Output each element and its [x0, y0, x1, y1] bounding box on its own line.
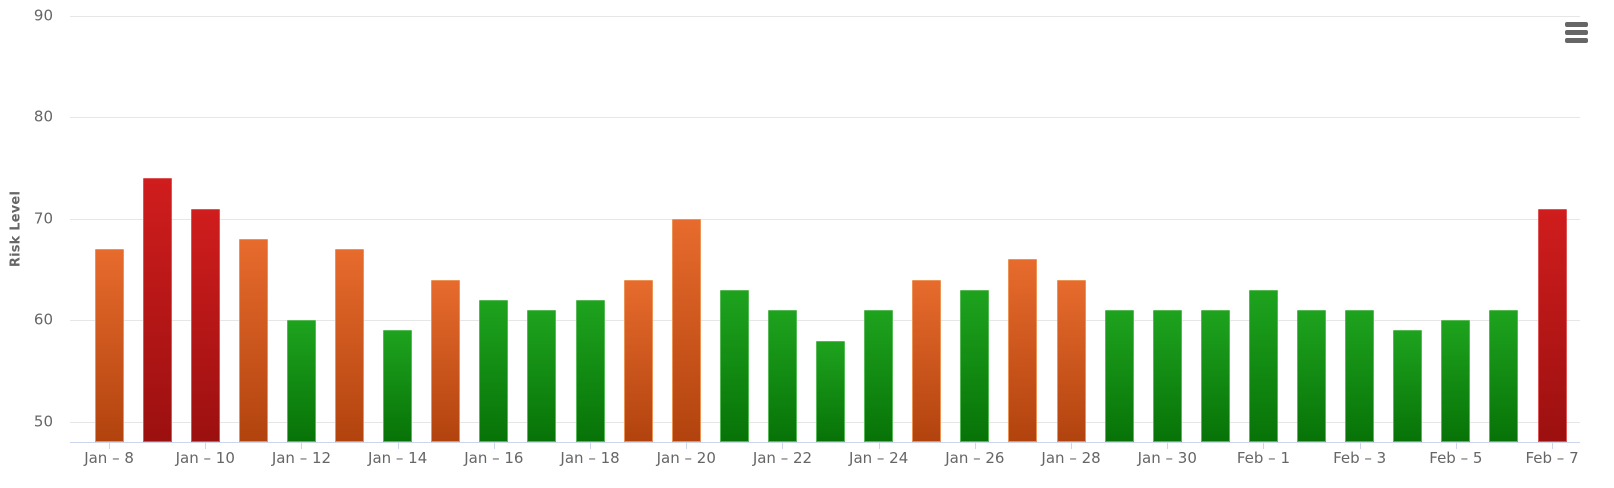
bar[interactable]	[864, 310, 894, 442]
bar[interactable]	[719, 289, 749, 442]
x-axis-tick	[782, 443, 784, 449]
x-axis-tick	[301, 443, 303, 449]
x-axis-tick	[1071, 443, 1073, 449]
bar[interactable]	[1200, 310, 1230, 442]
x-axis-line	[70, 442, 1580, 443]
y-gridline	[70, 218, 1580, 220]
bar[interactable]	[1537, 208, 1567, 442]
bar[interactable]	[431, 279, 461, 442]
x-axis-tick-label: Feb – 3	[1333, 449, 1387, 467]
x-axis-tick-label: Jan – 24	[849, 449, 909, 467]
y-axis-tick-label: 80	[33, 107, 53, 126]
bar[interactable]	[335, 249, 365, 442]
y-axis-title: Risk Level	[8, 190, 24, 268]
x-axis-tick	[974, 443, 976, 449]
x-axis-tick-label: Feb – 7	[1525, 449, 1579, 467]
x-axis-tick-label: Jan – 22	[752, 449, 813, 467]
y-axis-tick-label: 60	[33, 310, 53, 329]
bar[interactable]	[94, 249, 124, 442]
x-axis-tick	[109, 443, 111, 449]
chart-context-menu-button[interactable]	[1561, 18, 1592, 47]
bar[interactable]	[1441, 320, 1471, 442]
bar[interactable]	[1248, 289, 1278, 442]
y-gridline	[70, 320, 1580, 322]
x-axis-tick	[205, 443, 207, 449]
bar[interactable]	[1008, 259, 1038, 442]
bar[interactable]	[1056, 279, 1086, 442]
bar[interactable]	[479, 300, 509, 442]
bar[interactable]	[527, 310, 557, 442]
x-axis-tick-label: Jan – 20	[656, 449, 716, 467]
x-axis-tick	[1455, 443, 1457, 449]
x-axis-tick-label: Jan – 30	[1137, 449, 1197, 467]
y-gridline	[70, 16, 1580, 17]
bar[interactable]	[383, 330, 413, 442]
x-axis-tick	[878, 443, 880, 449]
x-axis-tick-label: Feb – 1	[1236, 449, 1290, 467]
x-axis-tick-label: Jan – 28	[1041, 449, 1101, 467]
x-axis-tick-label: Feb – 5	[1429, 449, 1483, 467]
x-axis-tick	[1552, 443, 1554, 449]
y-axis-tick-label: 90	[33, 6, 53, 25]
bar[interactable]	[1152, 310, 1182, 442]
bar[interactable]	[960, 289, 990, 442]
x-axis-tick-label: Jan – 26	[945, 449, 1005, 467]
x-axis-tick	[686, 443, 688, 449]
bar[interactable]	[575, 300, 605, 442]
x-axis-tick-label: Jan – 18	[560, 449, 620, 467]
bar[interactable]	[1104, 310, 1134, 442]
bar[interactable]	[912, 279, 942, 442]
x-axis-tick	[397, 443, 399, 449]
x-axis-tick-label: Jan – 12	[271, 449, 332, 467]
x-axis-tick-label: Jan – 14	[368, 449, 428, 467]
x-axis-tick-label: Jan – 16	[464, 449, 524, 467]
bar[interactable]	[671, 218, 701, 442]
bar[interactable]	[767, 310, 797, 442]
x-axis-tick	[1359, 443, 1361, 449]
x-axis-tick-label: Jan – 10	[175, 449, 235, 467]
bar[interactable]	[1489, 310, 1519, 442]
x-axis-tick	[590, 443, 592, 449]
bar[interactable]	[142, 178, 172, 442]
bar[interactable]	[1297, 310, 1327, 442]
x-axis-tick	[1263, 443, 1265, 449]
y-axis-tick-label: 70	[33, 209, 53, 228]
y-axis-tick-label: 50	[33, 412, 53, 431]
x-axis-tick	[493, 443, 495, 449]
bar[interactable]	[1345, 310, 1375, 442]
bar[interactable]	[238, 239, 268, 442]
bar[interactable]	[1393, 330, 1423, 442]
y-gridline	[70, 117, 1580, 119]
bar[interactable]	[286, 320, 316, 442]
bar[interactable]	[816, 340, 846, 442]
x-axis-tick	[1167, 443, 1169, 449]
x-axis-tick-label: Jan – 8	[84, 449, 134, 467]
bar[interactable]	[190, 208, 220, 442]
bar[interactable]	[623, 279, 653, 442]
